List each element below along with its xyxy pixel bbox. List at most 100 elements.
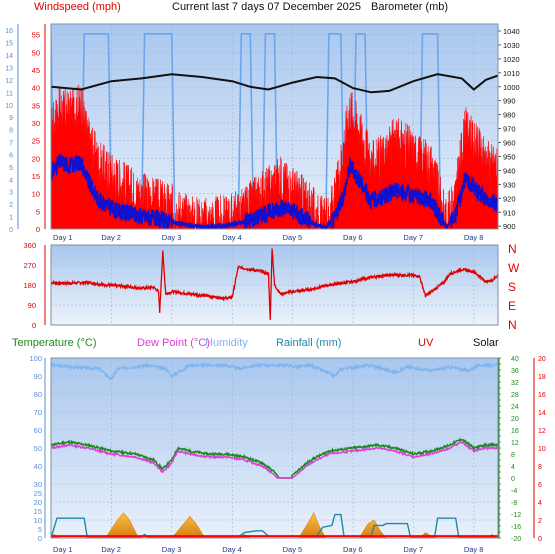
- uv-tick-label: 6: [538, 482, 542, 489]
- humidity-tick-label: 40: [34, 462, 42, 471]
- humidity-tick-label: 100: [29, 354, 42, 363]
- compass-label: E: [508, 299, 516, 313]
- x-tick-label: Day 4: [222, 545, 242, 554]
- wind-tick-label: 20: [32, 154, 40, 163]
- chart-title: Current last 7 days 07 December 2025: [172, 1, 361, 13]
- wind-tick-label: 50: [32, 48, 40, 57]
- humidity-line: [51, 361, 498, 381]
- uv-tick-label: 8: [538, 464, 542, 471]
- beaufort-tick-label: 8: [9, 128, 13, 135]
- temperature-plot-area: [51, 358, 498, 538]
- solar-area: [51, 512, 498, 538]
- compass-label: N: [508, 242, 517, 256]
- uv-tick-label: 14: [538, 410, 546, 417]
- beaufort-tick-label: 10: [5, 103, 13, 110]
- beaufort-tick-label: 2: [9, 202, 13, 209]
- uv-label: UV: [418, 337, 434, 349]
- barometer-tick-label: 990: [503, 97, 516, 106]
- wind-plot-border: [50, 23, 499, 230]
- temperature-tick-label: -4: [511, 488, 517, 495]
- temperature-tick-label: 8: [511, 452, 515, 459]
- uv-tick-label: 20: [538, 356, 546, 363]
- beaufort-tick-label: 4: [9, 177, 13, 184]
- humidity-tick-label: 30: [34, 480, 42, 489]
- barometer-label: Barometer (mb): [371, 1, 448, 13]
- temperature-tick-label: 4: [511, 464, 515, 471]
- x-tick-label: Day 8: [464, 545, 484, 554]
- beaufort-tick-label: 7: [9, 140, 13, 147]
- temperature-line: [51, 437, 498, 479]
- humidity-tick-label: 70: [34, 408, 42, 417]
- humidity-tick-label: 15: [34, 507, 42, 516]
- x-tick-label: Day 3: [162, 545, 182, 554]
- barometer-tick-label: 940: [503, 166, 516, 175]
- uv-tick-label: 4: [538, 500, 542, 507]
- temperature-label: Temperature (°C): [12, 337, 96, 349]
- temperature-tick-label: -8: [511, 500, 517, 507]
- humidity-tick-label: 10: [34, 516, 42, 525]
- x-tick-label: Day 2: [101, 233, 121, 242]
- uv-tick-label: 16: [538, 392, 546, 399]
- temperature-series-layer: [51, 361, 498, 538]
- beaufort-tick-label: 1: [9, 215, 13, 222]
- x-tick-label: Day 7: [403, 545, 423, 554]
- x-tick-label: Day 1: [53, 545, 73, 554]
- beaufort-tick-label: 9: [9, 115, 13, 122]
- direction-tick-label: 360: [23, 241, 36, 250]
- x-tick-label: Day 6: [343, 233, 363, 242]
- x-tick-label: Day 6: [343, 545, 363, 554]
- axis-layer: Day 1 Day 1 Day 2 Day 2 Day 3 Day 3 Day 4 Day 4…: [5, 24, 546, 554]
- wind-tick-label: 30: [32, 119, 40, 128]
- temperature-tick-label: 16: [511, 428, 519, 435]
- wind-tick-label: 35: [32, 101, 40, 110]
- uv-tick-label: 2: [538, 518, 542, 525]
- wind-tick-label: 0: [36, 225, 40, 234]
- temperature-tick-label: 32: [511, 380, 519, 387]
- beaufort-tick-label: 15: [5, 41, 13, 48]
- uv-tick-label: 12: [538, 428, 546, 435]
- temperature-tick-label: 40: [511, 356, 519, 363]
- x-tick-label: Day 2: [101, 545, 121, 554]
- temperature-tick-label: -20: [511, 536, 521, 543]
- direction-line: [51, 248, 498, 320]
- wind-tick-label: 5: [36, 207, 40, 216]
- direction-tick-label: 180: [23, 281, 36, 290]
- humidity-tick-label: 25: [34, 489, 42, 498]
- wind-tick-label: 55: [32, 31, 40, 40]
- beaufort-tick-label: 11: [6, 90, 13, 97]
- barometer-tick-label: 1010: [503, 69, 520, 78]
- uv-tick-label: 10: [538, 446, 546, 453]
- wind-tick-label: 15: [32, 172, 40, 181]
- x-tick-label: Day 4: [222, 233, 242, 242]
- humidity-tick-label: 50: [34, 444, 42, 453]
- direction-series-layer: [51, 248, 498, 320]
- temperature-plot-border: [50, 357, 499, 539]
- beaufort-tick-label: 6: [9, 152, 13, 159]
- dewpoint-line: [51, 440, 498, 479]
- wind-average-line: [51, 153, 498, 229]
- beaufort-tick-label: 0: [9, 227, 13, 234]
- x-tick-label: Day 8: [464, 233, 484, 242]
- humidity-tick-label: 60: [34, 426, 42, 435]
- direction-tick-label: 0: [32, 321, 36, 330]
- barometer-tick-label: 920: [503, 194, 516, 203]
- barometer-tick-label: 930: [503, 180, 516, 189]
- temperature-tick-label: 20: [511, 416, 519, 423]
- wind-tick-label: 10: [32, 190, 40, 199]
- temperature-tick-label: 24: [511, 404, 519, 411]
- direction-plot-border: [50, 244, 499, 326]
- humidity-tick-label: 80: [34, 390, 42, 399]
- barometer-tick-label: 910: [503, 208, 516, 217]
- barometer-line: [51, 73, 498, 94]
- temperature-tick-label: 12: [511, 440, 519, 447]
- x-tick-label: Day 5: [283, 233, 303, 242]
- dewpoint-label: Dew Point (°C): [137, 337, 210, 349]
- wind-tick-label: 25: [32, 137, 40, 146]
- wind-tick-label: 45: [32, 66, 40, 75]
- x-tick-label: Day 3: [162, 233, 182, 242]
- barometer-tick-label: 1030: [503, 41, 520, 50]
- temperature-tick-label: 28: [511, 392, 519, 399]
- humidity-tick-label: 20: [34, 498, 42, 507]
- solar-label: Solar: [473, 337, 499, 349]
